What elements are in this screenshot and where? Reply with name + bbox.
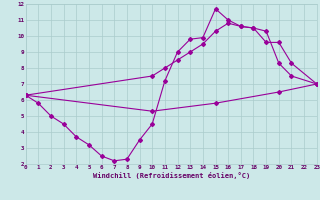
- X-axis label: Windchill (Refroidissement éolien,°C): Windchill (Refroidissement éolien,°C): [92, 172, 250, 179]
